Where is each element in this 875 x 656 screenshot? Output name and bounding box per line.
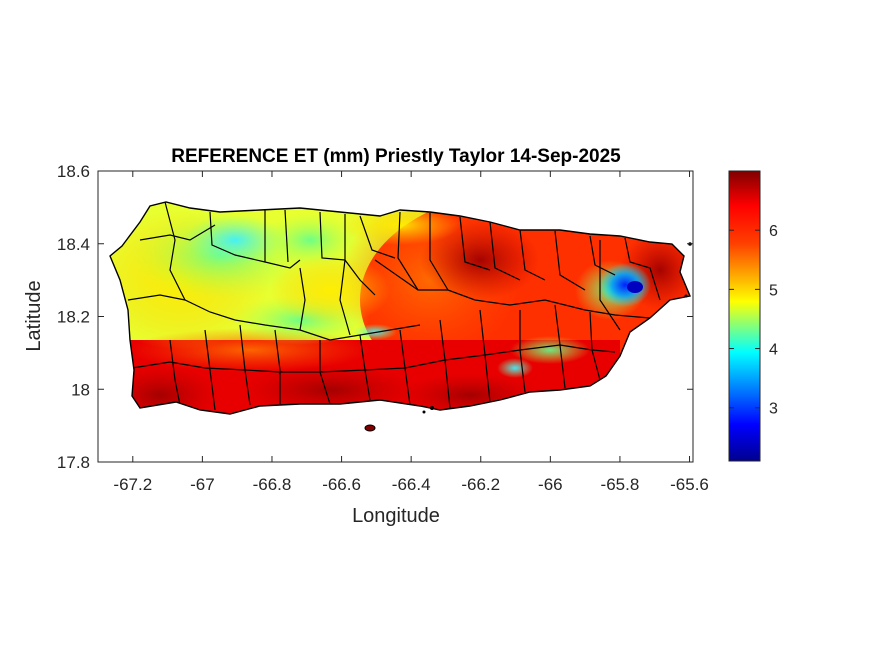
y-axis-label: Latitude (23, 280, 45, 351)
island-caja-de-muertos (364, 424, 376, 432)
x-tick-label: -66 (538, 475, 563, 494)
boundary-line (264, 210, 301, 269)
boundary-line (397, 211, 419, 291)
boundary-line (374, 259, 651, 319)
boundary-line (599, 240, 621, 331)
boundary-line (344, 214, 376, 296)
x-tick-label: -66.6 (322, 475, 361, 494)
boundary-line (169, 339, 181, 406)
region-southeast-green (510, 336, 590, 364)
y-tick-label: 18.6 (57, 162, 90, 181)
colorbar-ticks: 6 5 4 3 (729, 223, 778, 418)
region-north-green (260, 212, 360, 268)
municipality-boundaries (127, 202, 661, 411)
x-tick-label: -65.8 (601, 475, 640, 494)
x-axis-label: Longitude (352, 505, 440, 527)
chart-title: REFERENCE ET (mm) Priestly Taylor 14-Sep… (171, 146, 621, 167)
cay (430, 406, 434, 410)
boundary-line (209, 211, 266, 263)
boundary-line (299, 267, 306, 331)
region-central-yellow (270, 255, 390, 325)
region-el-yunque-blue (599, 263, 651, 307)
boundary-line (131, 344, 616, 373)
boundary-line (589, 235, 616, 276)
boundary-line (274, 329, 281, 404)
boundary-line (624, 237, 661, 301)
boundary-line (164, 202, 186, 301)
x-axis-ticks: -67.2 -67 -66.8 -66.6 -66.4 -66.2 -66 -65.8 -65.… (113, 171, 709, 494)
y-tick-label: 18.4 (57, 235, 90, 254)
island-outline (109, 201, 691, 415)
region-southeast-cyan (497, 358, 533, 378)
colorbar-tick-label: 3 (769, 401, 778, 418)
x-tick-label: -67.2 (113, 475, 152, 494)
colorbar-tick-label: 4 (769, 342, 778, 359)
y-tick-label: 18.2 (57, 308, 90, 327)
et-heatmap (109, 201, 691, 415)
small-islands (364, 242, 692, 432)
boundary-line (319, 211, 346, 261)
region-el-yunque-core (627, 281, 643, 293)
boundary-line (234, 319, 421, 341)
boundary-line (284, 209, 289, 263)
boundary-line (429, 213, 449, 291)
boundary-line (459, 216, 491, 271)
region-east-dark (420, 220, 540, 300)
boundary-line (489, 221, 521, 281)
x-tick-label: -66.8 (253, 475, 292, 494)
y-axis-ticks: 18.6 18.4 18.2 18 17.8 (57, 162, 693, 472)
colorbar-tick-label: 6 (769, 223, 778, 240)
boundary-line (204, 329, 216, 411)
x-tick-label: -65.6 (670, 475, 709, 494)
boundary-line (339, 259, 351, 336)
colorbar-tick-label: 5 (769, 282, 778, 299)
x-tick-label: -67 (190, 475, 215, 494)
cay (422, 410, 426, 414)
cay (684, 294, 688, 298)
colorbar: 6 5 4 3 (728, 170, 778, 462)
boundary-line (554, 230, 586, 291)
boundary-line (127, 294, 236, 321)
x-tick-label: -66.2 (461, 475, 500, 494)
y-tick-label: 17.8 (57, 453, 90, 472)
boundary-line (359, 215, 396, 259)
y-tick-label: 18 (71, 380, 90, 399)
boundary-line (139, 224, 216, 241)
boundary-line (519, 229, 546, 281)
x-tick-label: -66.4 (392, 475, 431, 494)
colorbar-gradient (728, 170, 761, 462)
